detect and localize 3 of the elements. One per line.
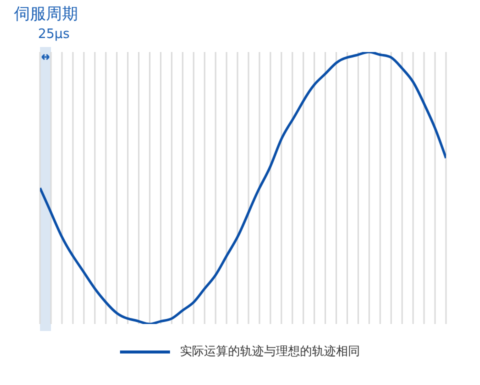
legend-label: 实际运算的轨迹与理想的轨迹相同	[180, 343, 360, 360]
chart-title: 伺服周期	[14, 4, 78, 25]
text: 25μs	[38, 27, 70, 42]
